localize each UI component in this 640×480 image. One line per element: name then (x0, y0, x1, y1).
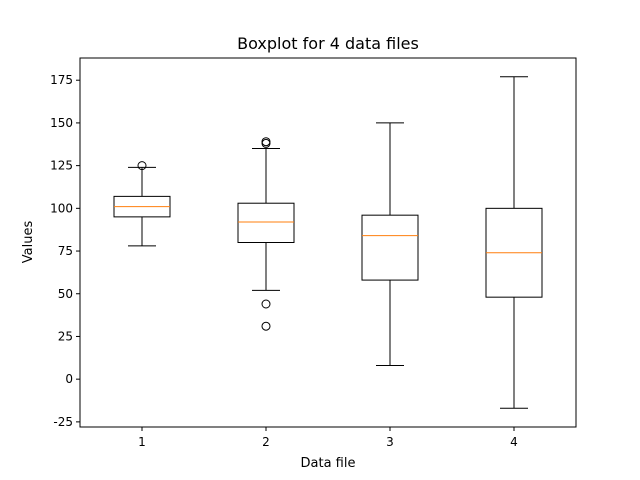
y-tick-label: 50 (58, 287, 73, 301)
x-tick-label: 3 (386, 435, 394, 449)
x-tick-label: 4 (510, 435, 518, 449)
y-tick-label: 0 (65, 372, 73, 386)
plot-frame (79, 57, 577, 428)
y-tick-label: 150 (50, 116, 73, 130)
x-tick-label: 1 (138, 435, 146, 449)
iqr-box (361, 214, 419, 281)
outlier-point (261, 299, 271, 309)
y-tick-label: 175 (50, 73, 73, 87)
box-group-4 (485, 76, 543, 409)
y-tick-label: 125 (50, 159, 73, 173)
outlier-point (261, 321, 271, 331)
box-group-1 (113, 161, 171, 247)
iqr-box (237, 202, 295, 243)
chart-title: Boxplot for 4 data files (237, 34, 419, 53)
outlier-point (137, 161, 147, 171)
plot-layer (113, 76, 543, 409)
y-tick-label: -25 (53, 415, 73, 429)
y-axis-label: Values (21, 221, 36, 264)
box-group-2 (237, 137, 295, 331)
x-axis-label: Data file (301, 456, 356, 471)
x-tick-label: 2 (262, 435, 270, 449)
y-tick-label: 100 (50, 201, 73, 215)
outlier-point (261, 138, 271, 148)
y-tick-label: 75 (58, 244, 73, 258)
y-tick-label: 25 (58, 329, 73, 343)
box-group-3 (361, 122, 419, 366)
outlier-point (261, 137, 271, 147)
